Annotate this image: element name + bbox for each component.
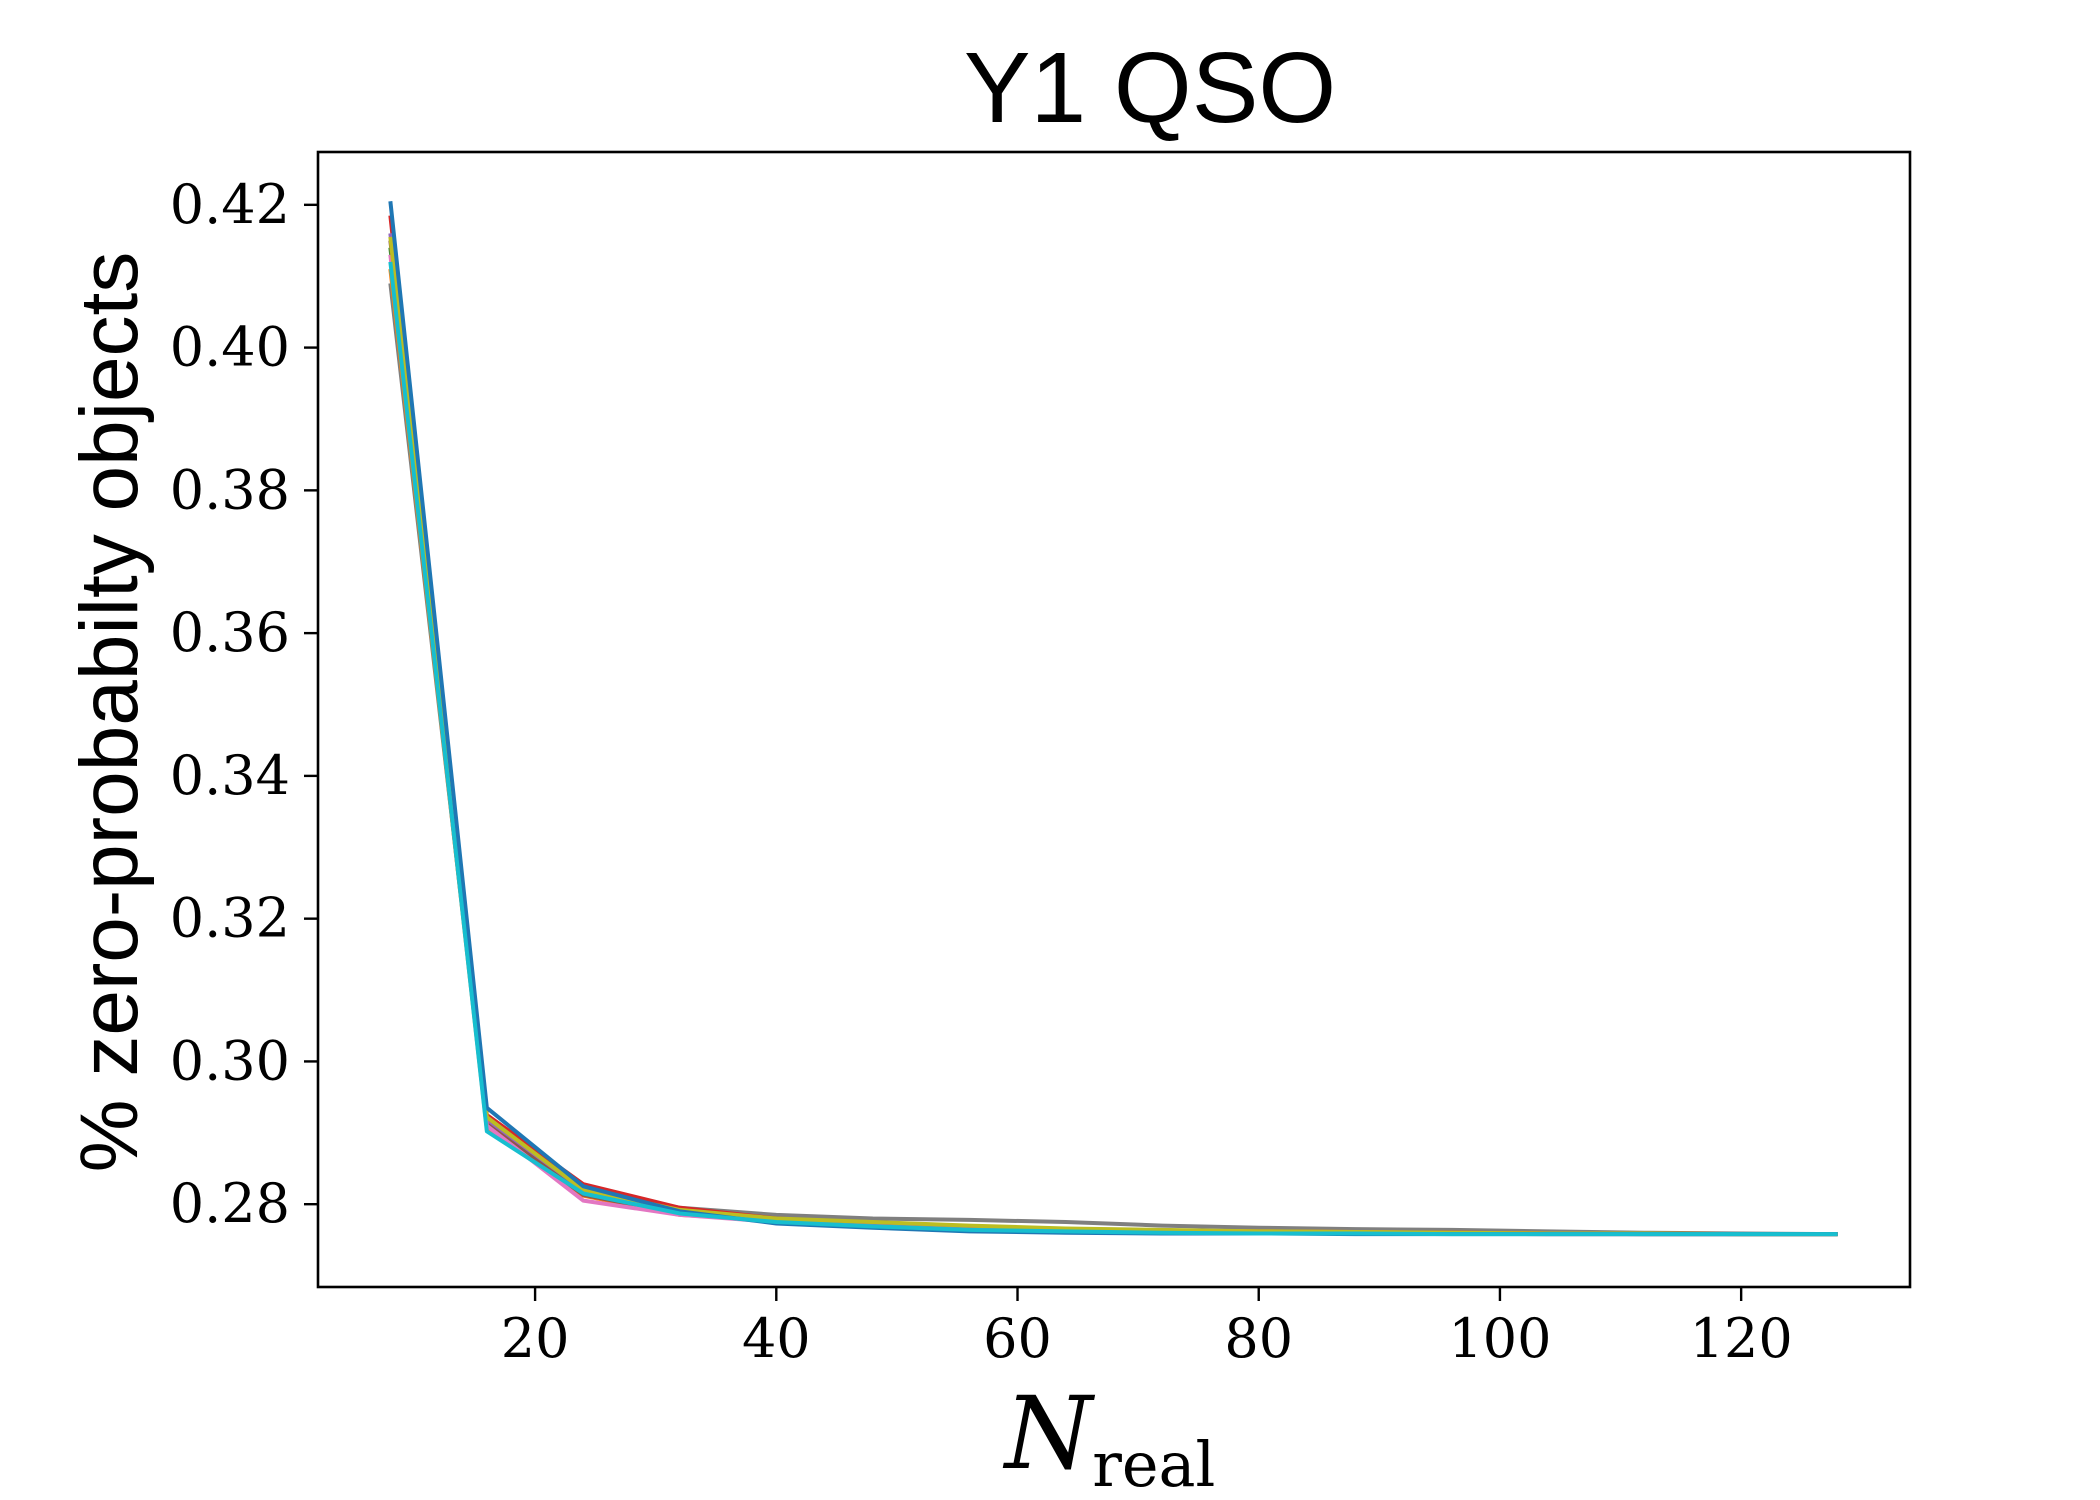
y-tick-label: 0.32	[170, 887, 290, 950]
x-tick-label: 40	[742, 1307, 811, 1370]
x-tick-label: 80	[1224, 1307, 1293, 1370]
x-tick-label: 100	[1448, 1307, 1551, 1370]
y-axis-label: % zero-probabilty objects	[64, 252, 155, 1173]
series-line-10	[388, 261, 1838, 1237]
y-tick-label: 0.30	[170, 1029, 290, 1092]
plot-area-frame	[316, 150, 1912, 1289]
y-axis-ticks: 0.28 0.30 0.32 0.34 0.36 0.38 0.40 0.42	[170, 173, 318, 1235]
chart-title: Y1 QSO	[964, 32, 1336, 144]
y-tick-label: 0.34	[170, 744, 290, 807]
y-tick-label: 0.42	[170, 173, 290, 236]
x-tick-label: 20	[501, 1307, 570, 1370]
x-axis-ticks: 20 40 60 80 100 120	[501, 1287, 1793, 1370]
x-axis-label-subscript: real	[1092, 1428, 1215, 1500]
y-tick-label: 0.40	[170, 316, 290, 379]
y-tick-label: 0.36	[170, 601, 290, 664]
x-axis-label: Nreal	[1003, 1375, 1216, 1500]
x-tick-label: 120	[1690, 1307, 1793, 1370]
plot-lines	[388, 201, 1838, 1237]
x-axis-label-main: N	[1003, 1375, 1096, 1492]
y-tick-label: 0.38	[170, 458, 290, 521]
x-tick-label: 60	[983, 1307, 1052, 1370]
y-tick-label: 0.28	[170, 1172, 290, 1235]
